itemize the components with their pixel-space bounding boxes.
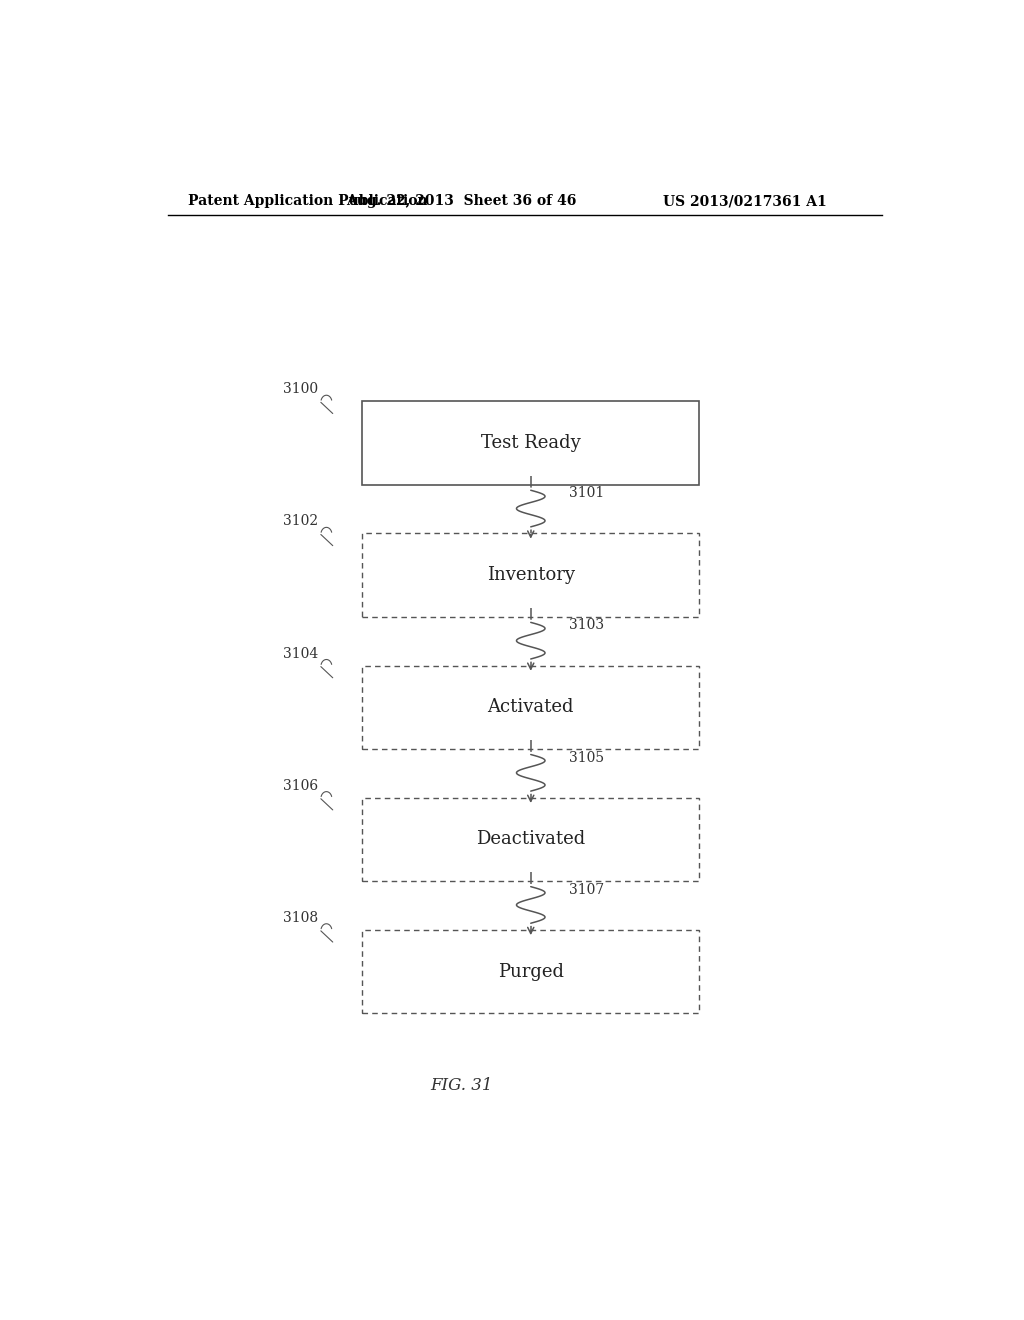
FancyBboxPatch shape bbox=[362, 665, 699, 748]
Text: Activated: Activated bbox=[487, 698, 574, 717]
Text: US 2013/0217361 A1: US 2013/0217361 A1 bbox=[663, 194, 826, 209]
Text: Inventory: Inventory bbox=[486, 566, 574, 585]
Text: Aug. 22, 2013  Sheet 36 of 46: Aug. 22, 2013 Sheet 36 of 46 bbox=[346, 194, 577, 209]
FancyBboxPatch shape bbox=[362, 401, 699, 484]
Text: 3102: 3102 bbox=[284, 515, 318, 528]
Text: Deactivated: Deactivated bbox=[476, 830, 586, 849]
Text: 3100: 3100 bbox=[284, 383, 318, 396]
Text: 3105: 3105 bbox=[569, 751, 604, 764]
Text: FIG. 31: FIG. 31 bbox=[430, 1077, 493, 1094]
Text: 3108: 3108 bbox=[284, 911, 318, 925]
FancyBboxPatch shape bbox=[362, 929, 699, 1014]
Text: Test Ready: Test Ready bbox=[481, 434, 581, 451]
Text: 3107: 3107 bbox=[569, 883, 604, 896]
Text: 3101: 3101 bbox=[569, 486, 604, 500]
Text: Purged: Purged bbox=[498, 962, 564, 981]
Text: 3106: 3106 bbox=[284, 779, 318, 792]
FancyBboxPatch shape bbox=[362, 797, 699, 880]
Text: 3103: 3103 bbox=[569, 619, 604, 632]
FancyBboxPatch shape bbox=[362, 533, 699, 616]
Text: Patent Application Publication: Patent Application Publication bbox=[187, 194, 427, 209]
Text: 3104: 3104 bbox=[284, 647, 318, 660]
